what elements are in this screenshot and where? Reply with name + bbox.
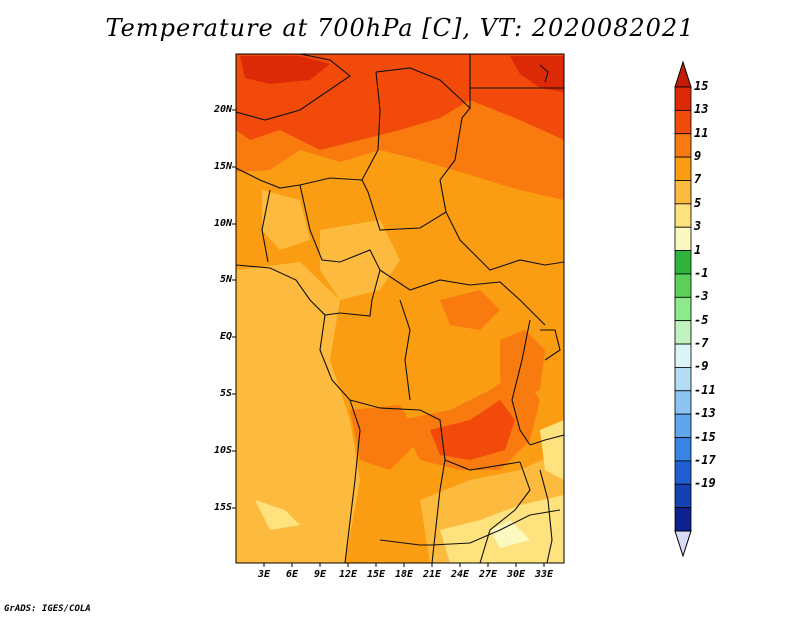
colorbar-cell	[674, 180, 692, 205]
map-title: Temperature at 700hPa [C], VT: 202008202…	[105, 14, 695, 42]
colorbar-label: 1	[694, 242, 702, 257]
temperature-field	[236, 54, 564, 563]
colorbar-cell	[674, 226, 692, 251]
lat-label-eq: EQ	[219, 331, 232, 342]
lon-label-12e: 12E	[338, 569, 358, 580]
lon-label-33e: 33E	[534, 569, 554, 580]
lon-label-15e: 15E	[366, 569, 386, 580]
colorbar-cell	[674, 273, 692, 298]
colorbar-label: 7	[694, 172, 702, 187]
colorbar-cell	[674, 203, 692, 228]
colorbar-label: 5	[694, 195, 702, 210]
colorbar-label: -11	[694, 382, 716, 397]
colorbar-cell	[674, 483, 692, 509]
colorbar	[674, 60, 692, 558]
colorbar-label: -17	[694, 452, 716, 467]
axis-ticks	[232, 109, 545, 567]
colorbar-label: 13	[694, 102, 709, 117]
lat-label-5s: 5S	[219, 388, 232, 399]
colorbar-label: 9	[694, 149, 702, 164]
lat-label-15n: 15N	[213, 161, 232, 172]
colorbar-top-arrow	[674, 60, 692, 88]
lon-label-24e: 24E	[450, 569, 470, 580]
lon-label-18e: 18E	[394, 569, 414, 580]
colorbar-cell	[674, 390, 692, 415]
colorbar-label: -13	[694, 406, 716, 421]
lat-label-5n: 5N	[219, 274, 232, 285]
country-borders	[236, 54, 564, 563]
colorbar-cell	[674, 413, 692, 438]
colorbar-cell	[674, 343, 692, 368]
colorbar-label: 15	[694, 79, 709, 93]
colorbar-cell	[674, 437, 692, 462]
lon-label-9e: 9E	[313, 569, 327, 580]
map-frame	[235, 53, 565, 564]
grads-credit: GrADS: IGES/COLA	[4, 604, 91, 614]
colorbar-cell	[674, 367, 692, 392]
colorbar-bottom-arrow	[674, 530, 692, 558]
lon-label-6e: 6E	[285, 569, 299, 580]
lon-label-21e: 21E	[422, 569, 442, 580]
colorbar-label: -1	[694, 265, 709, 280]
colorbar-cell	[674, 320, 692, 345]
colorbar-label: -7	[694, 336, 709, 351]
colorbar-label: -9	[694, 359, 709, 374]
colorbar-cell	[674, 460, 692, 485]
colorbar-label: -3	[694, 289, 709, 304]
lon-label-3e: 3E	[257, 569, 271, 580]
colorbar-cell	[674, 507, 692, 532]
lat-label-15s: 15S	[213, 502, 232, 513]
colorbar-cell	[674, 109, 692, 135]
lat-label-10s: 10S	[213, 445, 232, 456]
colorbar-label: -19	[694, 476, 716, 491]
colorbar-cell	[674, 156, 692, 181]
colorbar-cell	[674, 250, 692, 275]
colorbar-cell	[674, 86, 692, 111]
colorbar-cell	[674, 296, 692, 322]
lat-label-20n: 20N	[213, 104, 232, 115]
lon-label-27e: 27E	[478, 569, 498, 580]
colorbar-label: 3	[694, 219, 702, 234]
colorbar-cell	[674, 133, 692, 158]
colorbar-label: -5	[694, 312, 709, 327]
colorbar-label: -15	[694, 429, 716, 444]
lat-label-10n: 10N	[213, 218, 232, 229]
lon-label-30e: 30E	[506, 569, 526, 580]
colorbar-label: 11	[694, 125, 709, 140]
